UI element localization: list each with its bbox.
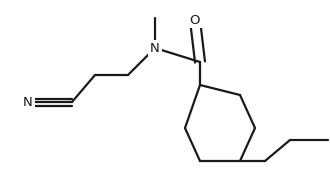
Text: N: N xyxy=(150,42,160,54)
Text: O: O xyxy=(190,13,200,26)
Text: N: N xyxy=(23,95,33,109)
